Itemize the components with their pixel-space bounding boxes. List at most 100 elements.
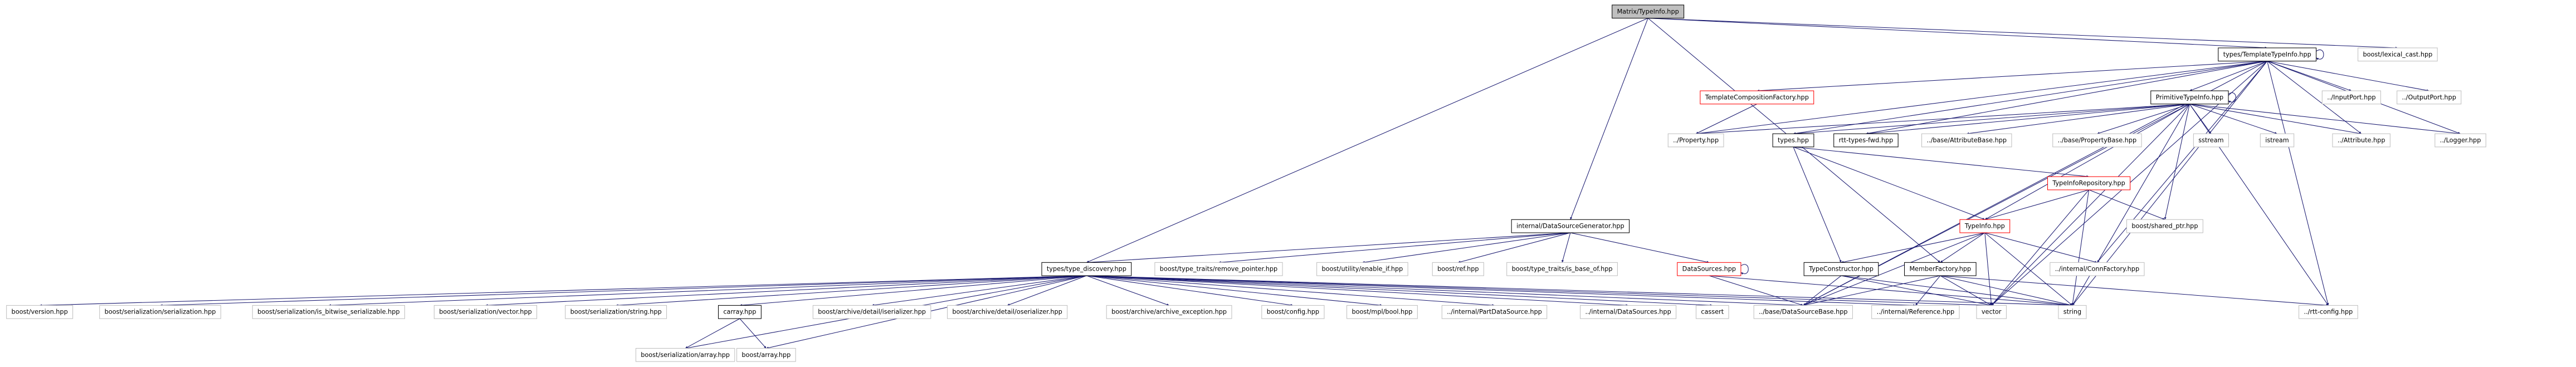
dependency-edge: [485, 275, 1087, 307]
node-box: [565, 305, 667, 319]
node-box: [2358, 47, 2438, 62]
dependency-edge: [160, 275, 1087, 307]
graph-node: TypeConstructor.hpp: [1803, 262, 1879, 276]
node-box: [718, 305, 762, 319]
node-label: boost/shared_ptr.hpp: [2131, 223, 2198, 230]
node-box: [1432, 262, 1484, 276]
dependency-edge: [1086, 275, 1713, 307]
node-box: [812, 305, 931, 319]
dependency-edge: [739, 318, 767, 349]
node-label: TypeConstructor.hpp: [1808, 266, 1874, 273]
dependency-edge: [1940, 275, 2329, 307]
graph-node: boost/lexical_cast.hpp: [2358, 47, 2438, 62]
dependency-edge: [1984, 104, 2190, 220]
graph-node: boost/serialization/serialization.hpp: [99, 305, 221, 319]
graph-node: boost/archive/detail/iserializer.hpp: [812, 305, 931, 319]
node-box: [99, 305, 221, 319]
graph-node: ../internal/Reference.hpp: [1871, 305, 1960, 319]
node-label: boost/archive/detail/oserializer.hpp: [952, 309, 1062, 316]
node-label: TypeInfoRepository.hpp: [2052, 180, 2125, 187]
node-label: istream: [2265, 136, 2289, 144]
graph-node: types.hpp: [1772, 133, 1814, 148]
node-box: [2052, 133, 2142, 148]
dependency-edge: [1793, 104, 2190, 135]
node-label: boost/serialization/serialization.hpp: [105, 309, 216, 316]
dependency-edge: [40, 275, 1087, 307]
node-box: [1695, 305, 1729, 319]
graph-node: ../Property.hpp: [1667, 133, 1724, 148]
dependency-edge: [2189, 104, 2362, 135]
graph-node: types/TemplateTypeInfo.hpp: [2218, 47, 2317, 62]
node-box: [1511, 219, 1630, 233]
node-label: ../base/PropertyBase.hpp: [2058, 136, 2137, 144]
node-box: [1506, 262, 1618, 276]
dependency-edge: [1007, 275, 1087, 306]
node-box: [2260, 133, 2295, 148]
node-box: [1667, 133, 1724, 148]
dependency-edge: [2189, 61, 2267, 91]
node-label: types.hpp: [1778, 136, 1809, 144]
self-loop-edge: [1740, 264, 1749, 275]
dependency-edge: [1967, 104, 2190, 135]
graph-node: boost/type_traits/is_base_of.hpp: [1506, 262, 1618, 276]
dependency-edge: [1984, 232, 2097, 263]
graph-node: TypeInfo.hpp: [1959, 219, 2011, 233]
dependency-edge: [1803, 275, 1940, 306]
node-box: [1316, 262, 1408, 276]
graph-node: sstream: [2193, 133, 2229, 148]
node-label: boost/lexical_cast.hpp: [2363, 51, 2432, 58]
node-box: [2332, 133, 2390, 148]
dependency-edge: [1086, 275, 1293, 306]
node-box: [2434, 133, 2486, 148]
graph-node: vector: [1976, 305, 2007, 319]
graph-node: DataSources.hpp: [1677, 262, 1741, 276]
node-label: ../internal/ConnFactory.hpp: [2055, 266, 2139, 273]
dependency-edge: [1086, 275, 1628, 307]
graph-node: boost/archive/archive_exception.hpp: [1106, 305, 1232, 319]
dependency-edge: [685, 318, 740, 349]
node-box: [2397, 90, 2462, 105]
node-box: [1580, 305, 1677, 319]
node-box: [1700, 90, 1814, 105]
graph-node: ../InputPort.hpp: [2321, 90, 2381, 105]
dependency-edge: [328, 275, 1087, 307]
nodes: Matrix/TypeInfo.hpp types/TemplateTypeInf…: [6, 4, 2486, 362]
node-label: ../internal/PartDataSource.hpp: [1447, 309, 1542, 316]
node-label: boost/serialization/array.hpp: [641, 351, 730, 359]
graph-node: Matrix/TypeInfo.hpp: [1612, 4, 1685, 19]
graph-node: string: [2058, 305, 2087, 319]
node-label: ../OutputPort.hpp: [2402, 94, 2456, 101]
dependency-edge: [1841, 275, 2073, 306]
node-label: types/TemplateTypeInfo.hpp: [2223, 51, 2311, 58]
graph-node: boost/mpl/bool.hpp: [1346, 305, 1418, 319]
node-box: [2299, 305, 2358, 319]
node-label: boost/mpl/bool.hpp: [1352, 309, 1412, 316]
node-label: TemplateCompositionFactory.hpp: [1705, 94, 1809, 101]
node-label: PrimitiveTypeInfo.hpp: [2156, 94, 2223, 101]
graph-node: ../base/DataSourceBase.hpp: [1753, 305, 1853, 319]
node-label: boost/config.hpp: [1267, 309, 1319, 316]
node-box: [1803, 262, 1879, 276]
graph-node: ../internal/PartDataSource.hpp: [1441, 305, 1548, 319]
dependency-edge: [1940, 275, 1992, 306]
dependency-edge: [616, 275, 1087, 307]
dependency-edge: [1866, 61, 2267, 135]
node-box: [1261, 305, 1325, 319]
graph-node: boost/serialization/string.hpp: [565, 305, 667, 319]
dependency-edge: [1793, 146, 2089, 178]
dependency-edge: [1793, 146, 1985, 220]
node-box: [2047, 176, 2131, 190]
dependency-edge: [1940, 232, 1985, 263]
graph-node: PrimitiveTypeInfo.hpp: [2150, 90, 2229, 105]
node-box: [1976, 305, 2007, 319]
node-box: [2150, 90, 2229, 105]
node-label: rtt-types-fwd.hpp: [1839, 136, 1894, 144]
dependency-edge: [2267, 61, 2362, 134]
dependency-edge: [2164, 104, 2190, 220]
node-label: types/type_discovery.hpp: [1047, 266, 1126, 273]
graph-node: boost/array.hpp: [736, 348, 796, 362]
node-box: [6, 305, 74, 319]
graph-node: boost/serialization/vector.hpp: [433, 305, 538, 319]
graph-node: rtt-types-fwd.hpp: [1833, 133, 1899, 148]
graph-node: istream: [2260, 133, 2295, 148]
